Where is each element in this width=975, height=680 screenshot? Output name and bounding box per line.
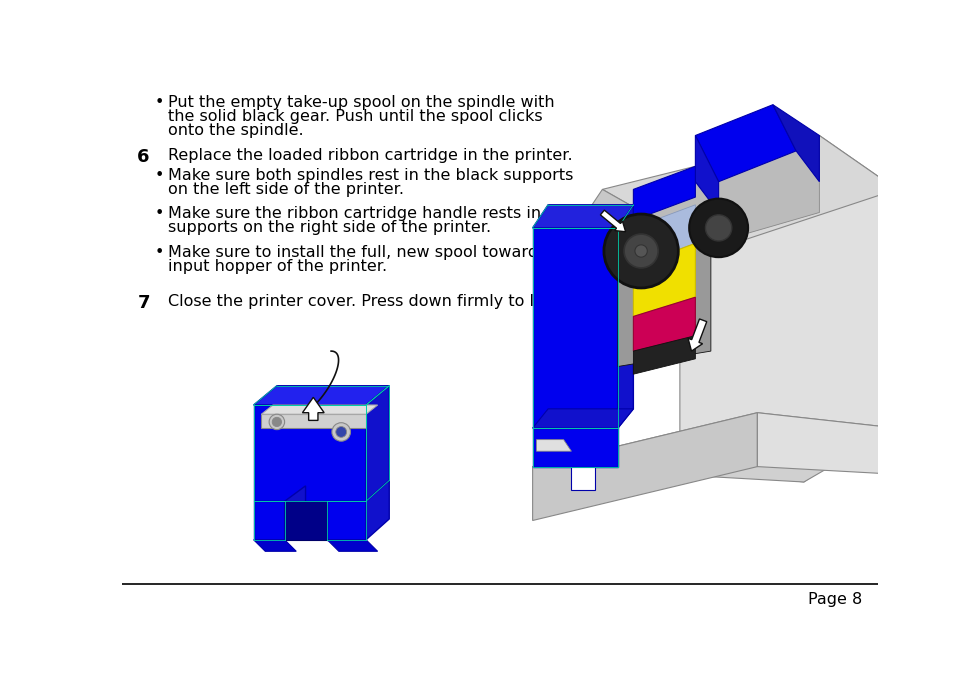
Circle shape — [635, 245, 647, 257]
Text: input hopper of the printer.: input hopper of the printer. — [169, 258, 387, 274]
Polygon shape — [328, 540, 377, 551]
Circle shape — [269, 414, 285, 430]
Polygon shape — [532, 413, 758, 520]
Text: on the left side of the printer.: on the left side of the printer. — [169, 182, 405, 197]
Text: Close the printer cover. Press down firmly to latch it.: Close the printer cover. Press down firm… — [169, 294, 591, 309]
Text: Make sure to install the full, new spool toward the: Make sure to install the full, new spool… — [169, 245, 570, 260]
Text: Make sure both spindles rest in the black supports: Make sure both spindles rest in the blac… — [169, 168, 573, 183]
Polygon shape — [695, 135, 719, 212]
Circle shape — [624, 234, 658, 268]
Polygon shape — [634, 243, 695, 316]
Polygon shape — [634, 336, 695, 374]
Polygon shape — [536, 440, 571, 452]
Polygon shape — [532, 228, 618, 428]
Polygon shape — [261, 414, 366, 428]
Text: •: • — [154, 168, 164, 183]
Polygon shape — [254, 405, 366, 501]
Polygon shape — [532, 205, 634, 228]
Text: 7: 7 — [137, 294, 150, 312]
Text: Put the empty take-up spool on the spindle with: Put the empty take-up spool on the spind… — [169, 95, 555, 110]
Text: Make sure the ribbon cartridge handle rests in the: Make sure the ribbon cartridge handle re… — [169, 206, 573, 222]
Polygon shape — [328, 501, 366, 540]
Text: onto the spindle.: onto the spindle. — [169, 123, 304, 138]
Polygon shape — [773, 105, 819, 182]
Polygon shape — [634, 135, 819, 267]
Circle shape — [272, 418, 282, 426]
Polygon shape — [571, 466, 595, 490]
Text: •: • — [154, 95, 164, 110]
Text: •: • — [154, 206, 164, 222]
Polygon shape — [532, 413, 897, 482]
Polygon shape — [366, 386, 389, 501]
Polygon shape — [254, 501, 285, 540]
Polygon shape — [695, 105, 797, 182]
Text: the solid black gear. Push until the spool clicks: the solid black gear. Push until the spo… — [169, 109, 543, 124]
Circle shape — [332, 423, 350, 441]
Polygon shape — [618, 205, 634, 428]
Text: 6: 6 — [137, 148, 150, 166]
Polygon shape — [302, 397, 324, 420]
Text: •: • — [154, 245, 164, 260]
Polygon shape — [532, 409, 634, 428]
Polygon shape — [366, 481, 389, 540]
Polygon shape — [261, 405, 377, 414]
Polygon shape — [254, 540, 296, 551]
Polygon shape — [634, 205, 695, 267]
Text: Replace the loaded ribbon cartridge in the printer.: Replace the loaded ribbon cartridge in t… — [169, 148, 573, 163]
Text: Page 8: Page 8 — [807, 592, 862, 607]
Polygon shape — [688, 319, 707, 351]
Text: supports on the right side of the printer.: supports on the right side of the printe… — [169, 220, 491, 235]
Polygon shape — [618, 228, 711, 367]
Polygon shape — [758, 413, 897, 475]
Polygon shape — [532, 428, 618, 466]
Polygon shape — [285, 501, 328, 540]
Circle shape — [335, 426, 347, 437]
Polygon shape — [254, 386, 389, 405]
Polygon shape — [587, 190, 711, 251]
Polygon shape — [680, 135, 897, 482]
Circle shape — [604, 214, 679, 288]
Polygon shape — [603, 135, 897, 251]
Polygon shape — [285, 486, 305, 540]
Polygon shape — [601, 210, 626, 232]
Circle shape — [706, 215, 732, 241]
Polygon shape — [634, 297, 695, 351]
Polygon shape — [634, 167, 695, 220]
Circle shape — [689, 199, 748, 257]
